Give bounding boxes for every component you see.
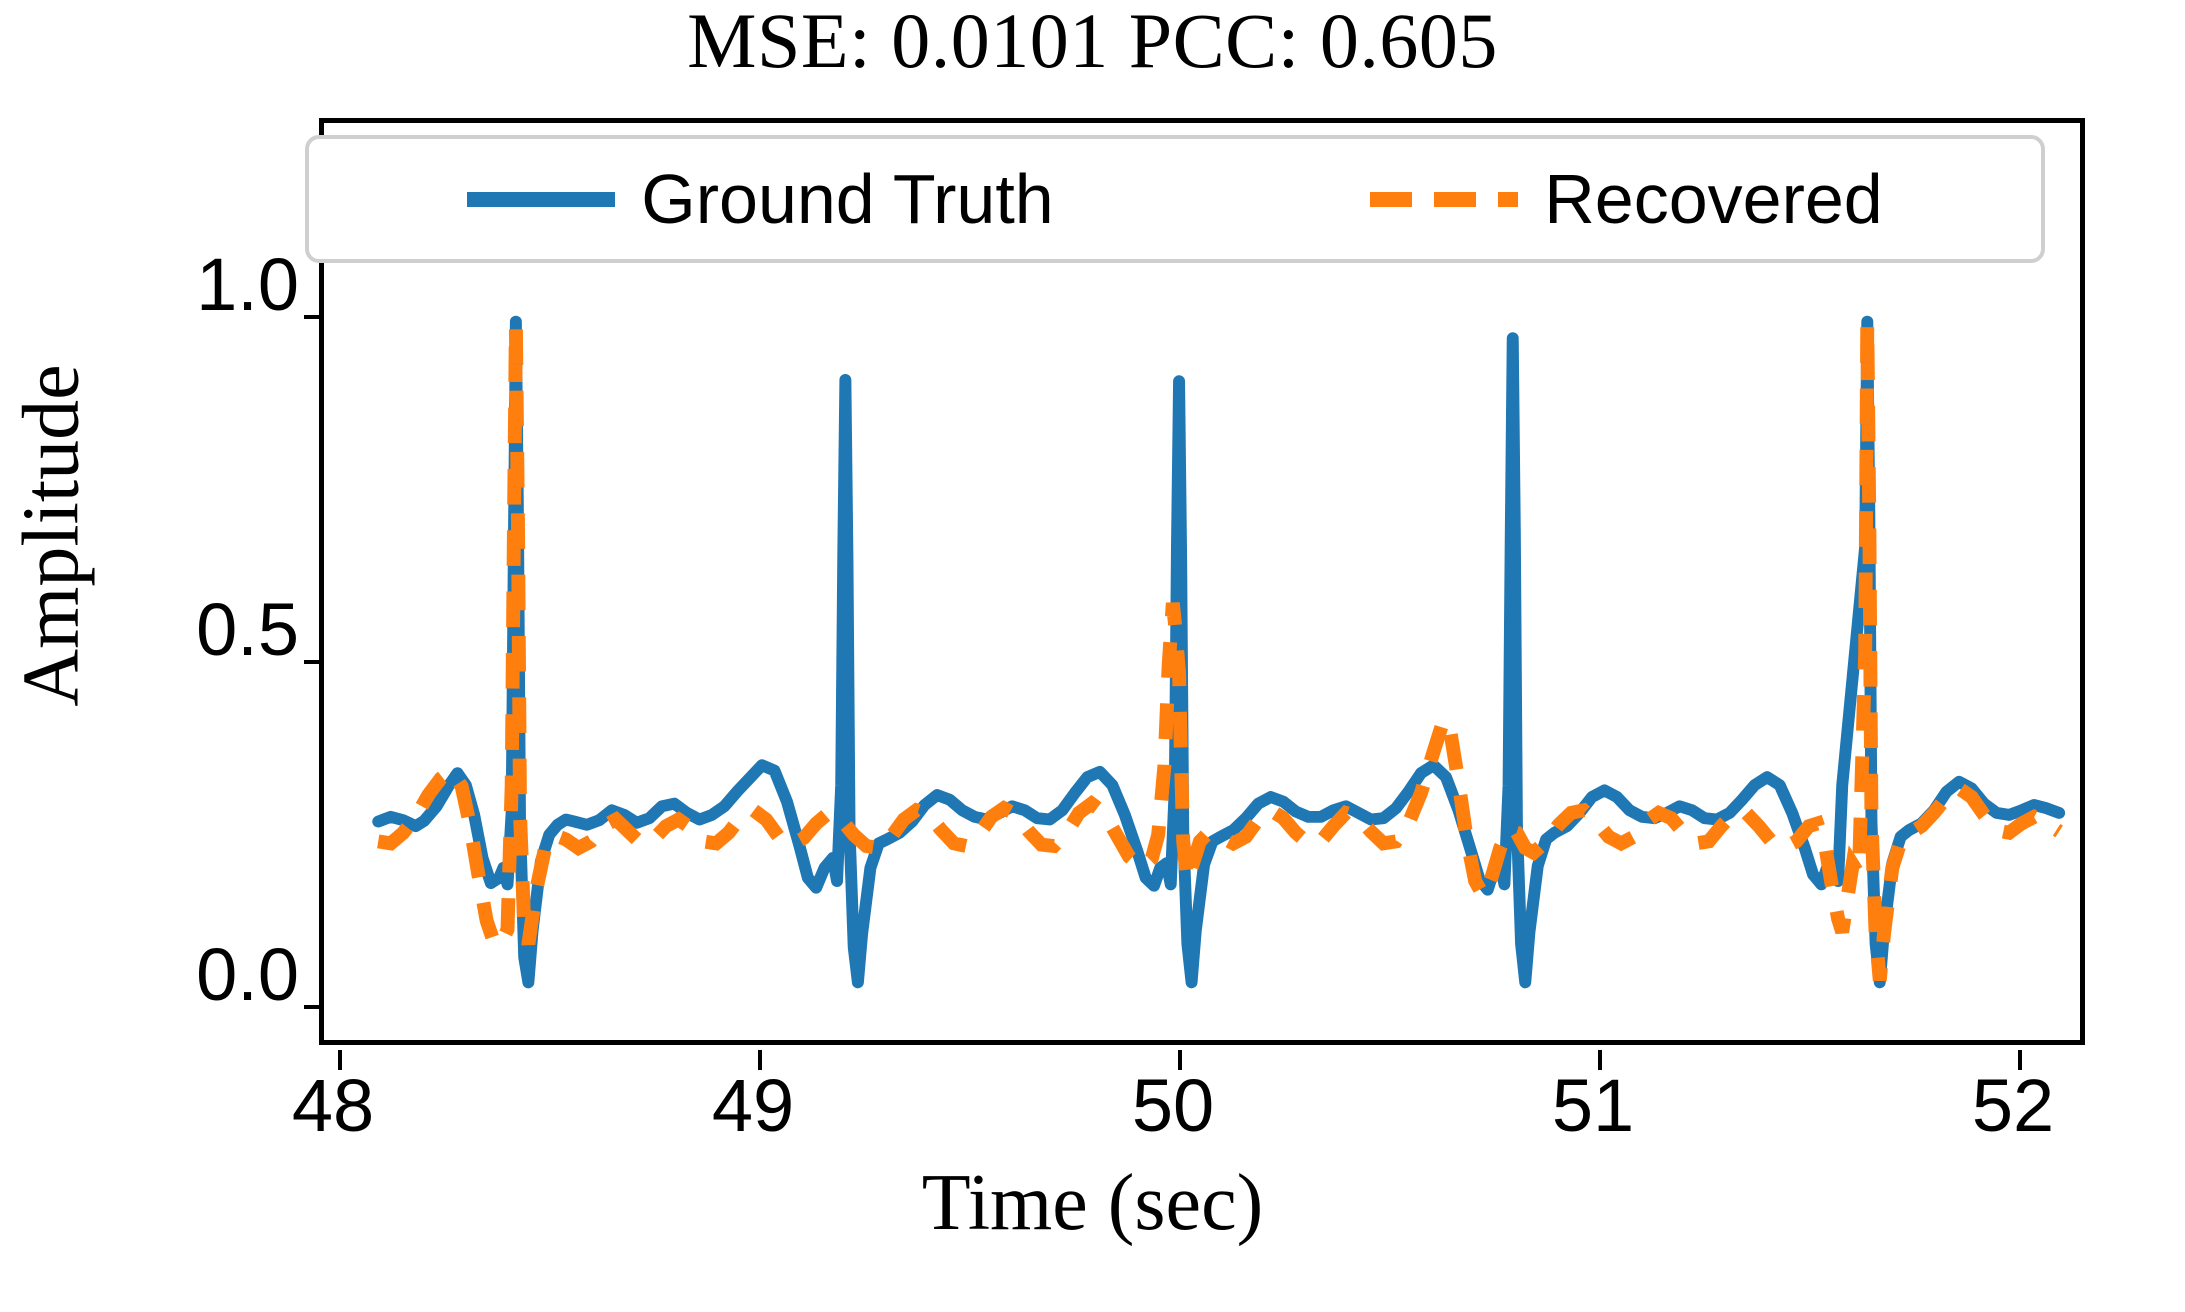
x-tick-mark bbox=[338, 1050, 342, 1070]
x-tick-mark bbox=[1178, 1050, 1182, 1070]
y-tick-mark bbox=[304, 315, 324, 319]
x-tick-label-48: 48 bbox=[291, 1064, 375, 1147]
y-tick-label-0: 0.0 bbox=[196, 933, 299, 1016]
plot-area: Ground Truth Recovered bbox=[304, 118, 2085, 1070]
x-tick-mark bbox=[758, 1050, 762, 1070]
signal-plot bbox=[372, 315, 2066, 989]
legend-label-ground-truth: Ground Truth bbox=[641, 160, 1054, 238]
legend-item-ground-truth: Ground Truth bbox=[467, 159, 1054, 239]
y-tick-mark bbox=[304, 660, 324, 664]
y-axis-label: Amplitude bbox=[7, 364, 96, 707]
chart-title: MSE: 0.0101 PCC: 0.605 bbox=[687, 0, 1498, 84]
ground-truth-line bbox=[372, 315, 2066, 989]
y-tick-label-1: 1.0 bbox=[196, 243, 299, 326]
legend-swatch-recovered bbox=[1370, 191, 1519, 207]
x-tick-mark bbox=[1598, 1050, 1602, 1070]
x-tick-label-51: 51 bbox=[1551, 1064, 1635, 1147]
x-tick-mark bbox=[2018, 1050, 2022, 1070]
x-axis-label: Time (sec) bbox=[921, 1159, 1264, 1247]
x-tick-label-49: 49 bbox=[711, 1064, 795, 1147]
y-tick-label-0-5: 0.5 bbox=[196, 588, 299, 671]
legend-label-recovered: Recovered bbox=[1544, 160, 1883, 238]
legend: Ground Truth Recovered bbox=[305, 135, 2045, 263]
recovered-line bbox=[377, 322, 2063, 982]
x-tick-label-52: 52 bbox=[1971, 1064, 2055, 1147]
legend-item-recovered: Recovered bbox=[1370, 159, 1883, 239]
x-tick-label-50: 50 bbox=[1131, 1064, 1215, 1147]
y-tick-mark bbox=[304, 1005, 324, 1009]
legend-swatch-ground-truth bbox=[467, 191, 616, 207]
